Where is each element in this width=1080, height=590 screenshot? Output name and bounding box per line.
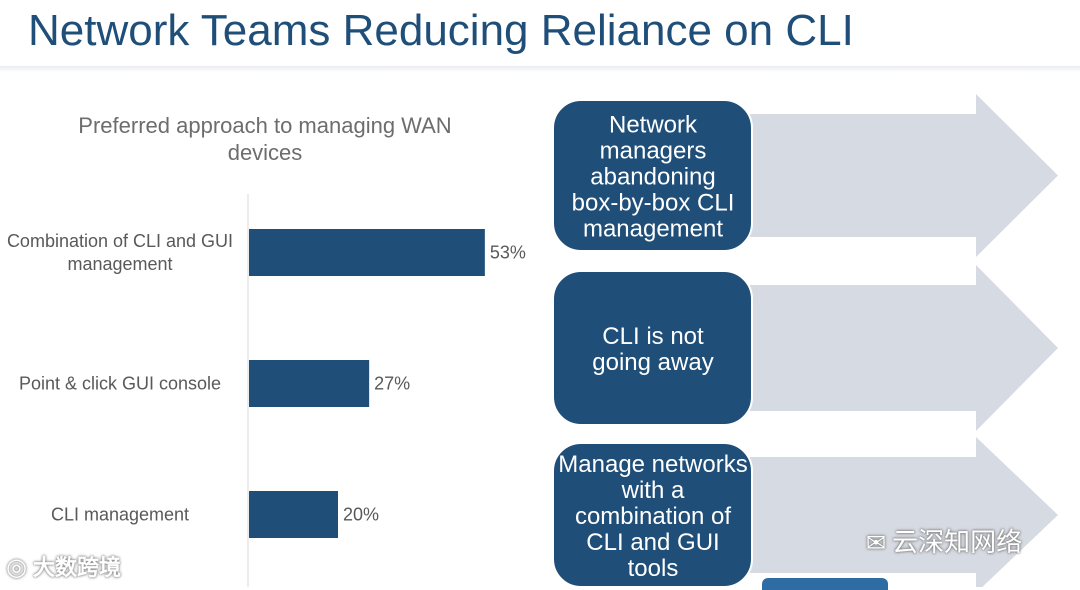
bar-1 — [249, 229, 485, 276]
category-label-3: CLI management — [51, 505, 189, 525]
slide-title: Network Teams Reducing Reliance on CLI — [28, 6, 854, 55]
watermark-left-text: 大数跨境 — [32, 555, 121, 580]
category-label-2: Point & click GUI console — [19, 374, 221, 394]
watermark-right-text: 云深知网络 — [892, 527, 1023, 557]
callout-box-3 — [552, 442, 753, 587]
callout-text-3: Manage networks with a combination of CLI a… — [558, 451, 747, 582]
callouts-layer: Network managers abandoning box-by-box CLI m… — [552, 99, 753, 587]
arrow-1 — [730, 94, 1058, 257]
callout-text-2: CLI is not going away — [592, 323, 713, 376]
watermark-left: ◎ 大数跨境 — [6, 550, 121, 582]
watermark-right: ✉ 云深知网络 — [866, 522, 1022, 559]
bar-2 — [249, 360, 370, 407]
category-label-1: Combination of CLI and GUI management — [7, 231, 233, 274]
arrow-layer — [730, 94, 1058, 587]
title-divider — [0, 66, 1080, 72]
data-label-3: 20% — [343, 505, 379, 525]
arrow-3 — [730, 437, 1058, 587]
callout-text-1: Network managers abandoning box-by-box CLI m… — [572, 112, 735, 243]
logo-fragment — [762, 578, 888, 590]
bars-layer: 53% Combination of CLI and GUI management 2… — [7, 194, 526, 587]
callout-box-1 — [552, 99, 753, 252]
wechat-icon: ✉ — [866, 530, 887, 557]
bar-3 — [249, 491, 338, 538]
arrow-2 — [730, 265, 1058, 431]
data-label-2: 27% — [374, 374, 410, 394]
callout-box-2 — [552, 270, 753, 426]
chart-title: Preferred approach to managing WAN devic… — [78, 113, 452, 165]
watermark-logo-icon: ◎ — [6, 554, 27, 581]
data-label-1: 53% — [490, 243, 526, 263]
